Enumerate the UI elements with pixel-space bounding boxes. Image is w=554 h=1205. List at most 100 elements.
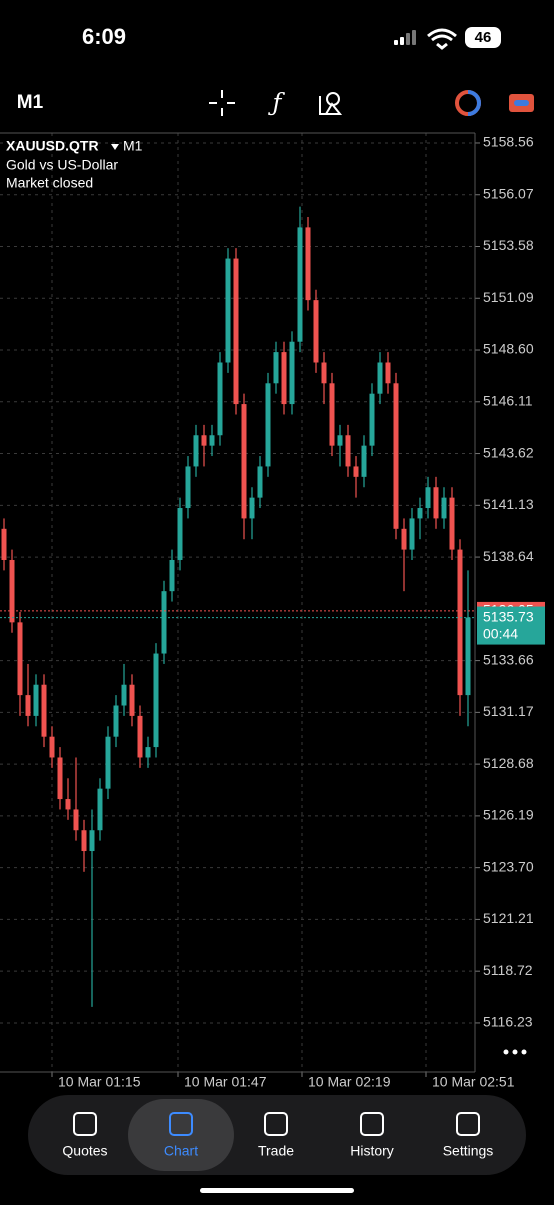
tab-label[interactable]: Quotes	[62, 1143, 107, 1159]
signal-icon	[394, 30, 416, 45]
y-tick-label: 5146.11	[483, 392, 533, 408]
tab-icon	[456, 1112, 480, 1136]
x-tick-label: 10 Mar 01:47	[184, 1074, 267, 1090]
candle-body	[145, 747, 151, 758]
candle-body	[401, 528, 407, 550]
tab-label[interactable]: Trade	[258, 1143, 294, 1159]
candle-body	[161, 591, 167, 654]
candle-body	[233, 258, 239, 405]
tab-icon	[73, 1112, 97, 1136]
tab-icon	[169, 1112, 193, 1136]
bid-label: 5135.73	[483, 608, 534, 624]
candle-body	[105, 736, 111, 789]
tab-label[interactable]: Chart	[164, 1143, 198, 1159]
chart: 5158.56 5156.07 5153.58 5151.09 5148.60 5146.…	[0, 133, 545, 1090]
candle-body	[73, 809, 79, 831]
candle-body	[41, 684, 47, 737]
y-tick-label: 5121.21	[483, 910, 534, 926]
candle-body	[273, 352, 279, 384]
candle-body	[281, 352, 287, 405]
candle-body	[81, 830, 87, 852]
candle-body	[457, 549, 463, 696]
candle-body	[289, 341, 295, 405]
y-tick-label: 5151.09	[483, 289, 534, 305]
home-indicator	[200, 1188, 354, 1193]
account-button-half	[467, 90, 481, 116]
candle-body	[193, 435, 199, 467]
candle-body	[1, 528, 7, 560]
candle-body	[409, 518, 415, 550]
candle-body	[89, 830, 95, 852]
y-tick-label: 5148.60	[483, 341, 534, 357]
timeframe-button[interactable]: M1	[17, 92, 44, 113]
battery-icon	[465, 27, 501, 48]
y-tick-label: 5143.62	[483, 444, 534, 460]
tab-label[interactable]: History	[350, 1143, 394, 1159]
clock: 6:09	[82, 24, 126, 49]
y-tick-label: 5141.13	[483, 496, 534, 512]
candle-body	[241, 404, 247, 519]
crosshair-button[interactable]	[209, 90, 235, 116]
candle-body	[225, 258, 231, 363]
candle-body	[337, 435, 343, 446]
x-tick-label: 10 Mar 01:15	[58, 1074, 141, 1090]
y-tick-label: 5158.56	[483, 134, 534, 150]
tab-icon	[360, 1112, 384, 1136]
y-tick-label: 5126.19	[483, 807, 534, 823]
candle-body	[361, 445, 367, 477]
candle-body	[153, 653, 159, 748]
y-tick-label: 5131.17	[483, 703, 534, 719]
battery-level: 46	[475, 29, 492, 46]
symbol-dropdown[interactable]	[111, 144, 119, 150]
symbol: XAUUSD.QTR	[6, 138, 99, 154]
candle-body	[313, 300, 319, 363]
candle-body	[25, 695, 31, 716]
indicators-button[interactable]: ƒ	[268, 89, 286, 117]
candle-body	[257, 466, 263, 498]
candle-body	[377, 362, 383, 394]
symbol-description: Gold vs US-Dollar	[6, 157, 118, 173]
tab-icon	[264, 1112, 288, 1136]
y-tick-label: 5128.68	[483, 755, 534, 771]
candle-body	[65, 799, 71, 810]
y-tick-label: 5118.72	[483, 962, 533, 978]
candle-body	[217, 362, 223, 436]
candle-body	[201, 435, 207, 446]
candle-body	[265, 383, 271, 467]
y-tick-label: 5153.58	[483, 237, 534, 253]
candle-body	[441, 497, 447, 519]
candle-body	[393, 383, 399, 529]
candle-body	[353, 466, 359, 477]
tab-label[interactable]: Settings	[443, 1143, 494, 1159]
bar-timer: 00:44	[483, 625, 518, 641]
candle-body	[17, 622, 23, 696]
candle-body	[433, 487, 439, 519]
y-tick-label: 5116.23	[483, 1014, 533, 1030]
candle-body	[417, 508, 423, 519]
more-button[interactable]	[503, 1049, 527, 1055]
candle-body	[321, 362, 327, 384]
candle-body	[169, 559, 175, 592]
candle-body	[57, 757, 63, 800]
candle-body	[9, 559, 15, 623]
candle-body	[97, 788, 103, 831]
candle-body	[121, 684, 127, 706]
candle-body	[49, 736, 55, 758]
candle-body	[249, 497, 255, 519]
trade-button-inner	[514, 100, 529, 106]
candle-body	[465, 617, 471, 696]
wifi-icon	[427, 28, 457, 50]
candle-body	[425, 487, 431, 509]
y-tick-label: 5138.64	[483, 548, 534, 564]
candle-body	[113, 705, 119, 737]
candle-body	[329, 383, 335, 446]
objects-button[interactable]	[319, 92, 343, 115]
candle-body	[449, 497, 455, 550]
x-tick-label: 10 Mar 02:19	[308, 1074, 391, 1090]
y-tick-label: 5133.66	[483, 651, 534, 667]
candle-body	[305, 227, 311, 301]
y-tick-label: 5123.70	[483, 858, 534, 874]
candle-body	[385, 362, 391, 384]
bid-label-bg	[477, 606, 545, 645]
